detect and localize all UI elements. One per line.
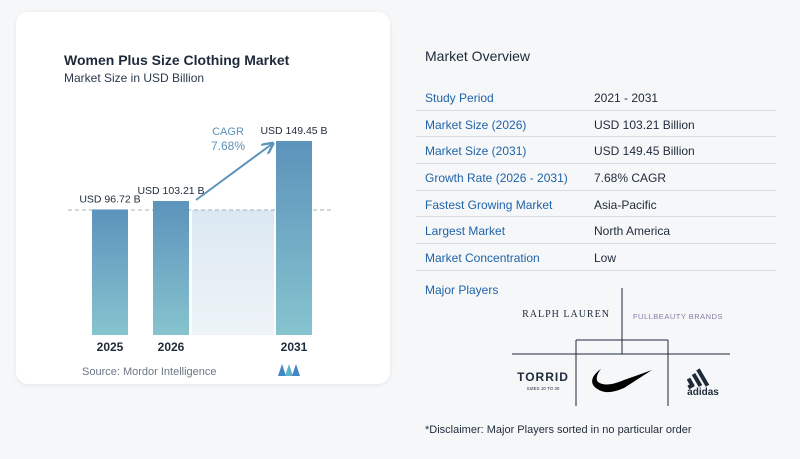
overview-value: 2021 - 2031 bbox=[594, 91, 659, 105]
overview-label: Fastest Growing Market bbox=[425, 197, 553, 212]
overview-row: Market Size (2026) USD 103.21 Billion bbox=[416, 111, 776, 138]
bar-2025 bbox=[92, 209, 128, 335]
torrid-tagline: SIZES 10 TO 30 bbox=[527, 386, 560, 391]
overview-value: North America bbox=[594, 224, 671, 239]
cagr-band bbox=[192, 210, 274, 335]
torrid-logo: TORRID bbox=[517, 370, 569, 384]
overview-row: Market Size (2031) USD 149.45 Billion bbox=[416, 137, 776, 165]
x-tick-label: 2025 bbox=[97, 340, 124, 354]
overview-table: Study Period 2021 - 2031 Market Size (202… bbox=[416, 84, 776, 271]
overview-row: Study Period 2021 - 2031 bbox=[416, 84, 776, 111]
bar-value-label: USD 149.45 B bbox=[260, 125, 327, 137]
disclaimer: *Disclaimer: Major Players sorted in no … bbox=[425, 424, 692, 436]
overview-row: Fastest Growing Market Asia-Pacific bbox=[416, 191, 776, 218]
overview-row: Largest Market North America bbox=[416, 217, 776, 245]
cagr-value: 7.68% bbox=[211, 139, 245, 153]
overview-label: Market Concentration bbox=[425, 251, 540, 266]
fullbeauty-logo: FULLBEAUTY BRANDS bbox=[633, 312, 723, 321]
chart-subtitle: Market Size in USD Billion bbox=[64, 71, 205, 85]
x-tick-label: 2026 bbox=[158, 340, 185, 354]
overview-label: Growth Rate (2026 - 2031) bbox=[425, 171, 568, 186]
adidas-wordmark: adidas bbox=[687, 387, 719, 398]
x-tick-label: 2031 bbox=[281, 340, 308, 354]
ralph-lauren-logo: RALPH LAUREN bbox=[522, 309, 610, 320]
players-title: Major Players bbox=[425, 283, 499, 297]
overview-value: USD 149.45 Billion bbox=[594, 144, 695, 159]
bar-value-label: USD 96.72 B bbox=[79, 193, 140, 205]
mordor-logo-icon bbox=[278, 364, 300, 376]
overview-label: Market Size (2031) bbox=[425, 144, 527, 159]
market-size-chart: USD 96.72 B 2025 USD 103.21 B 2026 USD 149.4… bbox=[68, 125, 332, 354]
overview-value: Low bbox=[594, 251, 617, 266]
overview-label: Largest Market bbox=[425, 224, 506, 239]
adidas-icon bbox=[686, 368, 710, 390]
bar-2031 bbox=[276, 141, 312, 335]
cagr-arrow bbox=[195, 144, 272, 201]
overview-row: Market Concentration Low bbox=[416, 244, 776, 271]
chart-source: Source: Mordor Intelligence bbox=[82, 366, 217, 378]
overview-value: Asia-Pacific bbox=[594, 197, 657, 212]
overview-value: 7.68% CAGR bbox=[594, 171, 667, 186]
chart-title: Women Plus Size Clothing Market bbox=[64, 52, 290, 68]
overview-row: Growth Rate (2026 - 2031) 7.68% CAGR bbox=[416, 164, 776, 191]
bar-value-label: USD 103.21 B bbox=[137, 185, 204, 197]
nike-swoosh-icon bbox=[592, 369, 652, 393]
bar-2026 bbox=[153, 201, 189, 335]
overview-title: Market Overview bbox=[425, 48, 531, 64]
overview-label: Study Period bbox=[425, 91, 494, 105]
cagr-label: CAGR bbox=[212, 126, 244, 138]
overview-label: Market Size (2026) bbox=[425, 117, 527, 132]
overview-value: USD 103.21 Billion bbox=[594, 117, 695, 132]
